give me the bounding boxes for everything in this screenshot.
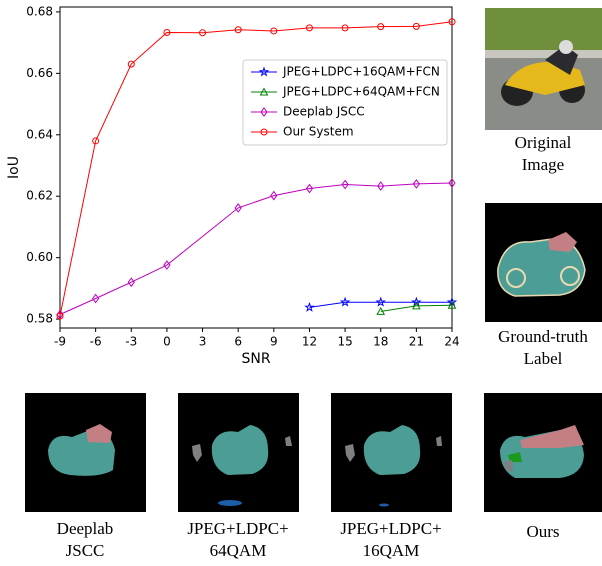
image-caption: Original (515, 133, 572, 152)
x-axis-label: SNR (241, 351, 270, 367)
x-tick-label: 12 (302, 335, 317, 349)
series-line (59, 21, 453, 317)
marker (163, 260, 171, 270)
legend-label: JPEG+LDPC+16QAM+FCN (282, 65, 440, 79)
legend-marker (260, 128, 268, 136)
legend-marker (260, 107, 268, 117)
x-tick-label: 15 (337, 335, 352, 349)
marker (339, 296, 351, 307)
jpeg-16qam-image (331, 393, 452, 512)
image-caption: JPEG+LDPC+ (340, 519, 441, 538)
legend-marker (259, 87, 269, 96)
marker (447, 300, 457, 309)
marker (341, 24, 349, 32)
x-tick-label: 6 (234, 335, 242, 349)
marker (270, 27, 278, 35)
series-line (59, 182, 453, 315)
x-tick-label: 24 (444, 335, 459, 349)
x-tick-label: 0 (163, 335, 171, 349)
marker (305, 183, 314, 194)
marker (377, 181, 385, 191)
marker (376, 306, 386, 315)
marker (446, 296, 458, 307)
plot-frame (59, 6, 453, 329)
y-axis-label: IoU (6, 156, 22, 179)
legend-marker (258, 66, 270, 77)
ground-truth-image (485, 203, 602, 322)
x-tick-label: 21 (409, 335, 424, 349)
marker (199, 29, 207, 37)
marker (412, 179, 420, 189)
marker (305, 24, 313, 32)
image-caption: 16QAM (363, 541, 420, 560)
image-caption: Image (522, 155, 564, 174)
y-tick-label: 0.68 (26, 4, 53, 18)
series-line (380, 304, 453, 312)
x-tick-label: -9 (54, 335, 66, 349)
y-tick-label: 0.58 (26, 312, 53, 326)
legend-label: JPEG+LDPC+64QAM+FCN (282, 85, 440, 99)
image-caption: 64QAM (210, 541, 267, 560)
marker (127, 60, 135, 68)
marker (163, 28, 171, 36)
legend-label: Deeplab JSCC (283, 105, 365, 119)
deeplab-image (25, 393, 146, 512)
marker (270, 190, 278, 201)
y-tick-label: 0.66 (26, 66, 53, 80)
marker (411, 296, 422, 307)
x-tick-label: -6 (90, 335, 102, 349)
image-caption: JPEG+LDPC+ (187, 519, 288, 538)
series-line (309, 301, 452, 308)
marker (56, 312, 64, 320)
marker (92, 137, 100, 145)
x-tick-label: 18 (373, 335, 388, 349)
marker (448, 178, 456, 188)
marker (448, 18, 456, 26)
legend-box (242, 59, 448, 146)
marker (92, 293, 100, 304)
image-caption: Deeplab (57, 519, 114, 538)
ours-image (484, 393, 602, 512)
y-tick-label: 0.62 (26, 189, 53, 203)
x-tick-label: 9 (270, 335, 278, 349)
x-tick-label: 3 (199, 335, 207, 349)
marker (377, 23, 385, 31)
marker (234, 26, 242, 34)
marker (375, 296, 386, 307)
original-image (485, 8, 602, 130)
legend-label: Our System (283, 125, 354, 139)
marker (304, 301, 315, 312)
image-caption: Ours (526, 522, 559, 541)
jpeg-64qam-image (178, 393, 299, 512)
marker (412, 22, 420, 30)
y-tick-label: 0.64 (26, 127, 53, 141)
marker (412, 301, 421, 310)
y-tick-label: 0.60 (26, 250, 53, 264)
marker (234, 203, 242, 213)
marker (341, 179, 349, 190)
marker (127, 277, 135, 288)
x-tick-label: -3 (125, 335, 137, 349)
image-caption: Label (524, 349, 563, 368)
image-caption: JSCC (66, 541, 105, 560)
image-caption: Ground-truth (498, 327, 588, 346)
